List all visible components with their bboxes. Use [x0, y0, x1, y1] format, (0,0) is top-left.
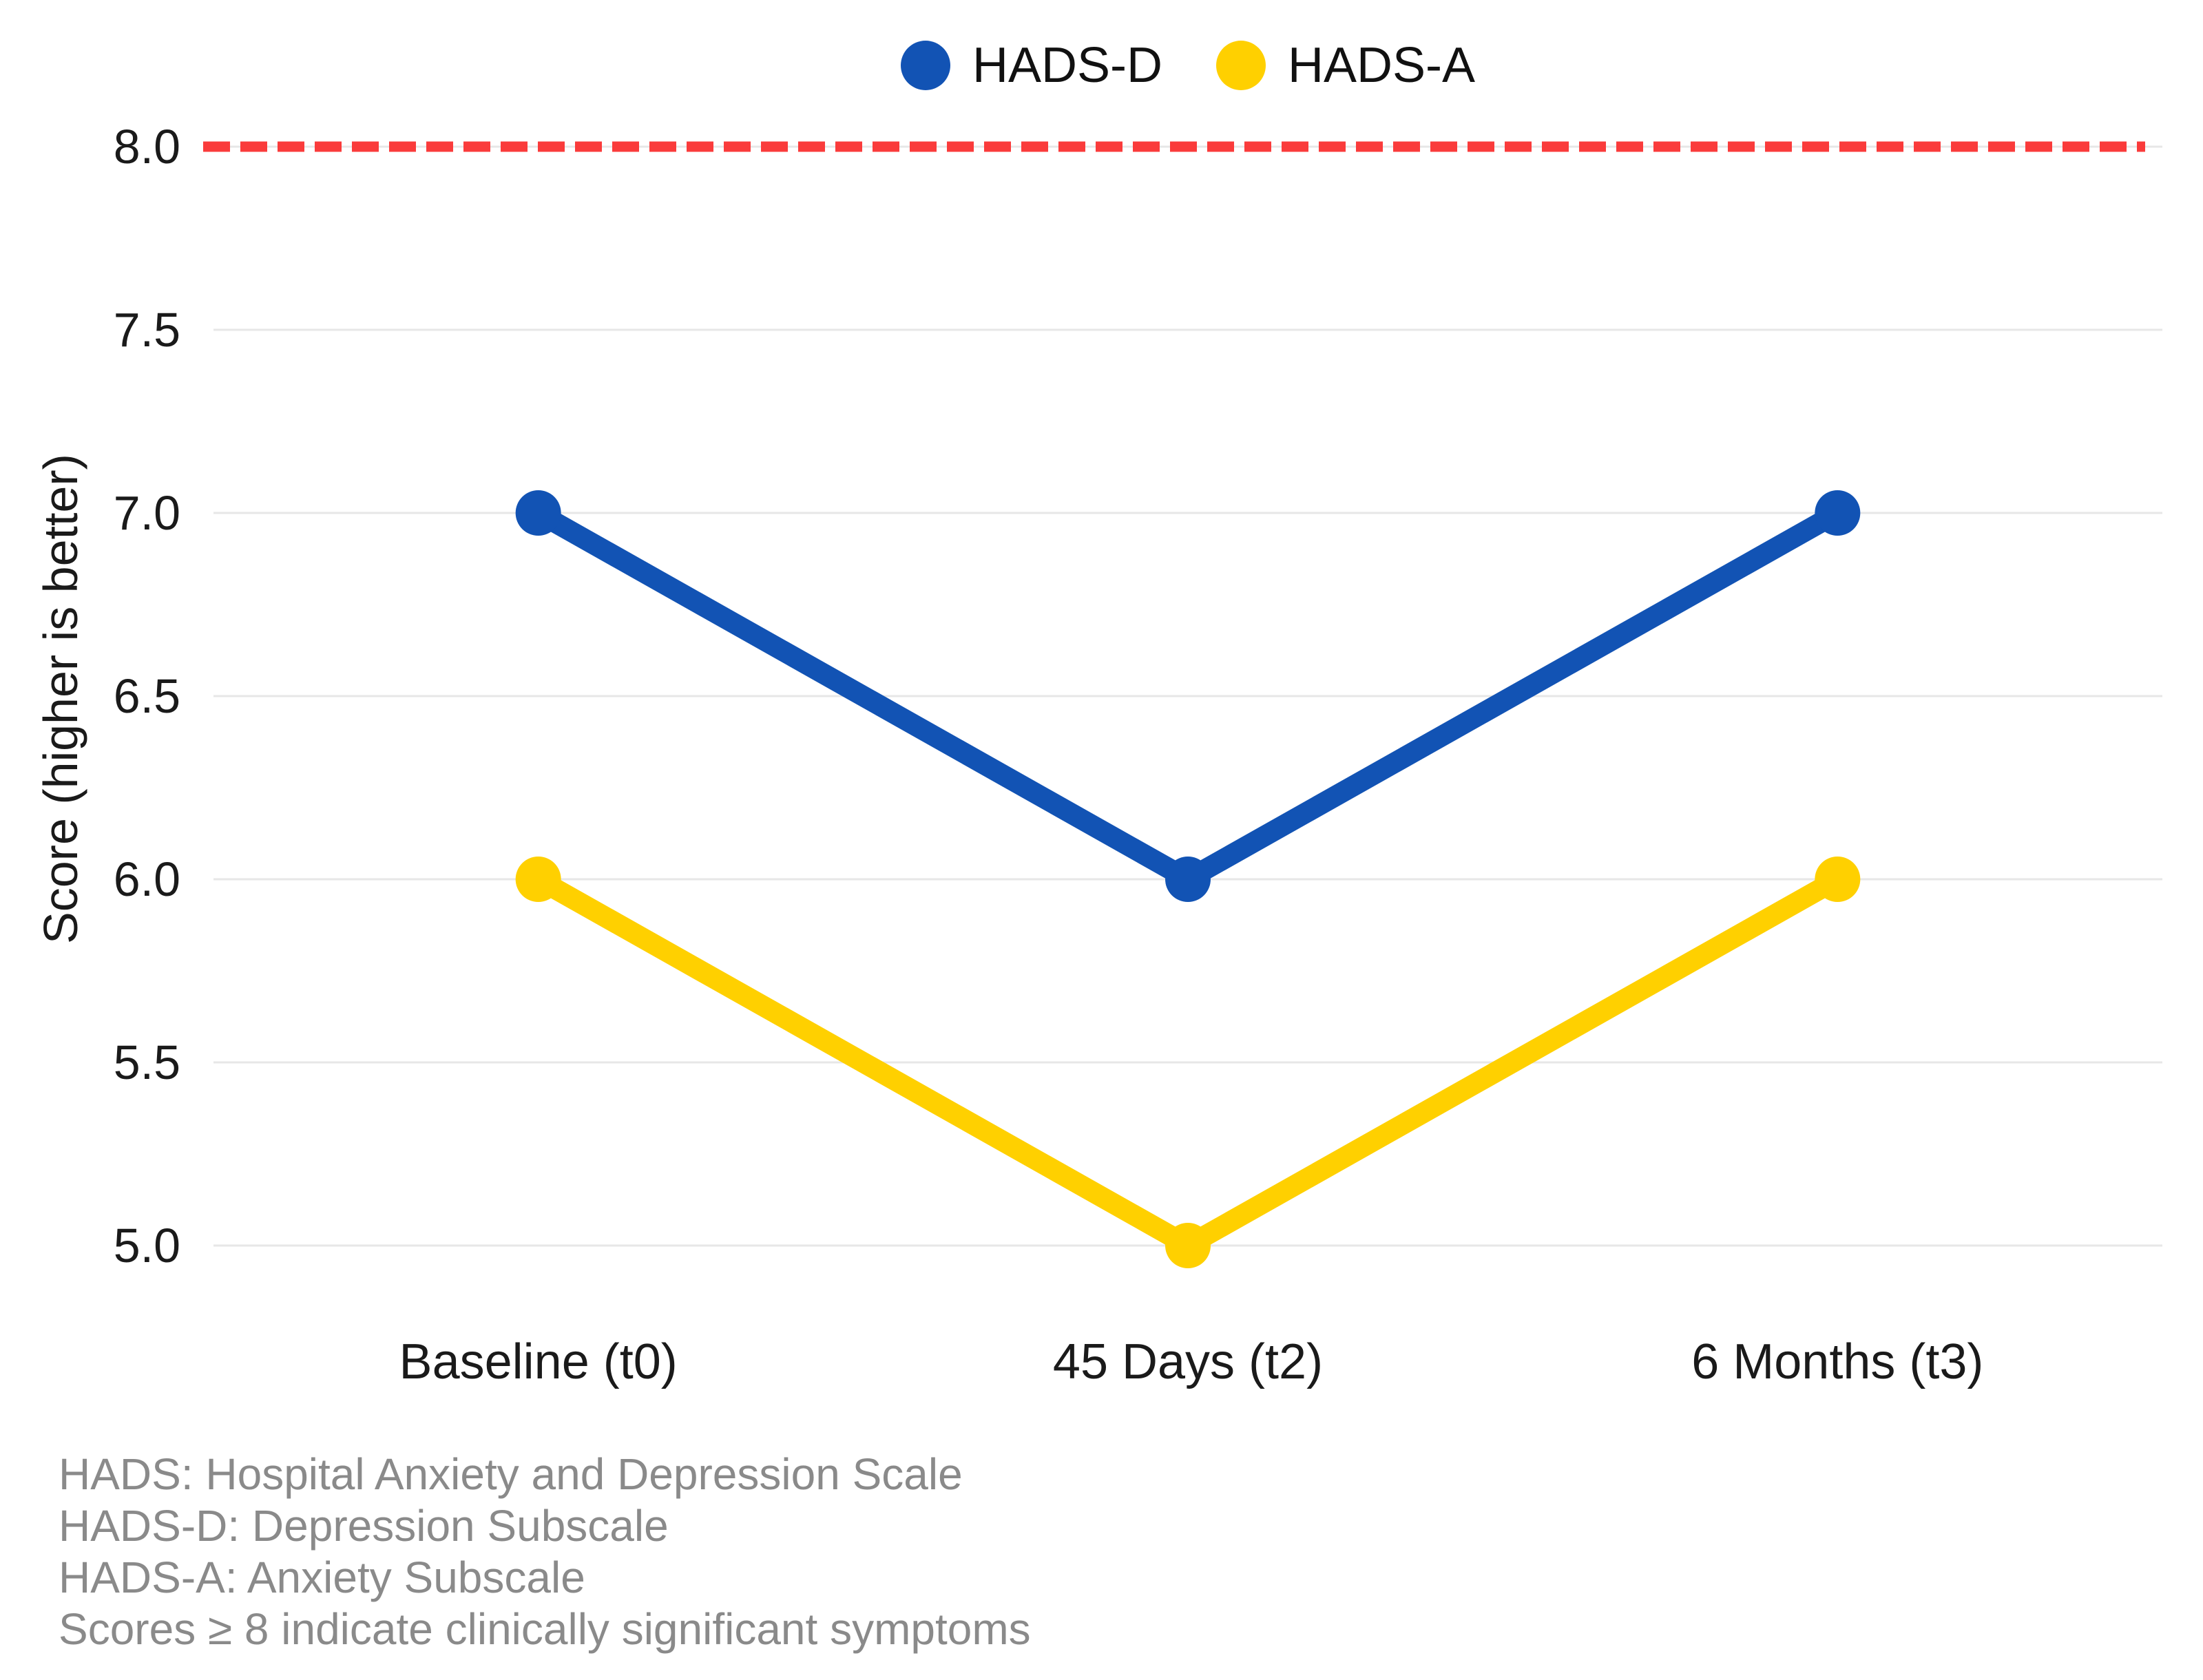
y-tick-label: 6.5	[113, 669, 180, 723]
legend-dot-icon	[900, 41, 950, 90]
legend-item-hads-a: HADS-A	[1215, 38, 1476, 93]
data-point-hads-a	[1815, 857, 1861, 902]
legend-label: HADS-D	[972, 38, 1162, 93]
footnote-line: HADS: Hospital Anxiety and Depression Sc…	[59, 1449, 963, 1499]
y-tick-label: 7.5	[113, 303, 180, 357]
data-point-hads-d	[1815, 490, 1861, 536]
y-axis-title: Score (higher is better)	[34, 454, 87, 944]
x-tick-label: Baseline (t0)	[399, 1334, 678, 1389]
footnote-line: HADS-A: Anxiety Subscale	[59, 1553, 585, 1602]
data-point-hads-d	[515, 490, 561, 536]
data-point-hads-d	[1165, 857, 1211, 902]
legend-dot-icon	[1215, 41, 1266, 90]
y-tick-label: 5.5	[113, 1036, 180, 1089]
data-point-hads-a	[515, 857, 561, 902]
footnote-line: HADS-D: Depression Subscale	[59, 1501, 669, 1551]
y-tick-label: 5.0	[113, 1219, 180, 1272]
y-tick-label: 6.0	[113, 852, 180, 906]
footnotes: HADS: Hospital Anxiety and Depression Sc…	[59, 1449, 1031, 1655]
footnote-line: Scores ≥ 8 indicate clinically significa…	[59, 1604, 1031, 1654]
x-tick-label: 6 Months (t3)	[1691, 1334, 1984, 1389]
legend-label: HADS-A	[1287, 38, 1476, 93]
legend: HADS-D HADS-A	[213, 28, 2162, 103]
y-tick-label: 8.0	[113, 120, 180, 174]
y-tick-label: 7.0	[113, 486, 180, 540]
x-tick-label: 45 Days (t2)	[1052, 1334, 1324, 1389]
data-point-hads-a	[1165, 1223, 1211, 1268]
legend-item-hads-d: HADS-D	[900, 38, 1162, 93]
